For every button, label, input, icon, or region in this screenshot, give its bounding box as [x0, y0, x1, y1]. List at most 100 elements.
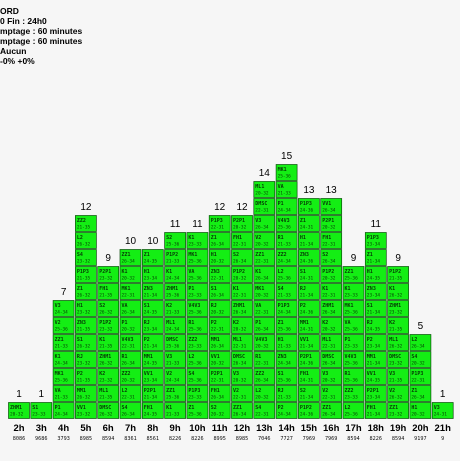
- block-time-label: 26-34: [255, 378, 269, 384]
- bar-block: [186, 317, 209, 334]
- block-time-label: 20-32: [255, 395, 269, 401]
- bar-count-label: 12: [80, 202, 92, 213]
- block-code-label: FH1: [233, 235, 242, 241]
- block-time-label: 24-31: [434, 412, 448, 418]
- bar-block: [320, 402, 343, 419]
- block-time-label: 22-31: [255, 208, 269, 214]
- block-code-label: VV1: [211, 354, 220, 360]
- block-time-label: 23-33: [345, 344, 359, 350]
- block-time-label: 26-32: [389, 293, 403, 299]
- block-time-label: 25-36: [188, 259, 202, 265]
- block-code-label: V4V3: [255, 337, 267, 343]
- block-code-label: K1: [389, 286, 395, 292]
- block-time-label: 26-34: [411, 395, 425, 401]
- block-time-label: 21-35: [77, 225, 91, 231]
- bar-block: [141, 351, 164, 368]
- block-time-label: 26-34: [122, 259, 136, 265]
- block-code-label: ZZ1: [233, 405, 242, 411]
- bar-block: [141, 385, 164, 402]
- bar-block: [30, 402, 53, 419]
- hour-tick-label: 6h: [103, 423, 114, 434]
- bar-count-label: 14: [259, 168, 271, 179]
- block-time-label: 26-34: [322, 259, 336, 265]
- bar-block: [141, 402, 164, 419]
- info-line: Aucun: [0, 46, 27, 56]
- bar-block: [275, 317, 298, 334]
- block-code-label: P1P3: [77, 269, 89, 275]
- block-code-label: MM1: [300, 320, 309, 326]
- bar-block: [253, 198, 276, 215]
- block-code-label: P2: [300, 303, 306, 309]
- block-time-label: 23-33: [345, 293, 359, 299]
- block-code-label: ZZ2: [278, 252, 287, 258]
- bar-block: [275, 249, 298, 266]
- block-time-label: 26-34: [211, 344, 225, 350]
- percent-label: 8594: [347, 436, 360, 442]
- block-time-label: 20-32: [122, 327, 136, 333]
- block-time-label: 20-32: [122, 378, 136, 384]
- bar-block: [75, 232, 97, 249]
- block-code-label: ZZ2: [77, 218, 86, 224]
- block-code-label: ZN3: [278, 354, 287, 360]
- bar-block: [97, 351, 120, 368]
- hour-tick-label: 8h: [147, 423, 158, 434]
- block-code-label: V2: [166, 371, 172, 377]
- bar-block: [298, 249, 320, 266]
- block-code-label: RJ: [144, 320, 150, 326]
- block-time-label: 20-32: [255, 242, 269, 248]
- bar-block: [52, 317, 75, 334]
- block-code-label: ML1: [322, 337, 331, 343]
- bar-block: [141, 283, 164, 300]
- bar-count-label: 15: [281, 151, 293, 162]
- block-time-label: 22-31: [322, 293, 336, 299]
- block-time-label: 26-32: [77, 395, 91, 401]
- bar-block: [186, 300, 209, 317]
- bar-block: [231, 385, 253, 402]
- block-time-label: 22-31: [255, 361, 269, 367]
- hour-tick-label: 14h: [278, 423, 295, 434]
- bar-block: [387, 368, 409, 385]
- percent-label: 8561: [147, 436, 160, 442]
- percent-label: 9: [441, 436, 444, 442]
- bar-block: [119, 334, 142, 351]
- block-code-label: K2: [99, 371, 105, 377]
- bar-block: [275, 300, 298, 317]
- block-time-label: 21-34: [367, 412, 381, 418]
- bar-block: [253, 215, 276, 232]
- bar-block: [298, 283, 320, 300]
- bar-block: [253, 300, 276, 317]
- bar-block: [409, 351, 432, 368]
- block-code-label: S2: [166, 235, 172, 241]
- bar-block: [186, 351, 209, 368]
- bar-block: [8, 402, 30, 419]
- bar-block: [387, 351, 409, 368]
- bar-block: [208, 385, 231, 402]
- block-time-label: 26-34: [255, 225, 269, 231]
- block-code-label: L2: [255, 388, 261, 394]
- bar-block: [364, 283, 387, 300]
- info-text-block: ORD 0 Fin : 24h0 mptage : 60 minutes mpt…: [0, 6, 82, 66]
- block-code-label: R1: [122, 354, 128, 360]
- block-time-label: 25-36: [278, 174, 292, 180]
- block-code-label: VA: [122, 303, 128, 309]
- block-time-label: 21-35: [77, 378, 91, 384]
- bar-block: [298, 317, 320, 334]
- block-time-label: 26-34: [211, 242, 225, 248]
- block-code-label: VV1: [322, 201, 331, 207]
- block-code-label: L2: [411, 337, 417, 343]
- block-code-label: P1P2: [300, 405, 312, 411]
- block-time-label: 23-34: [367, 395, 381, 401]
- bar-block: [119, 266, 142, 283]
- block-time-label: 23-32: [99, 378, 113, 384]
- block-code-label: S1: [278, 371, 284, 377]
- bar-block: [298, 232, 320, 249]
- bar-block: [320, 351, 343, 368]
- block-time-label: 20-32: [211, 412, 225, 418]
- block-code-label: P2P1: [322, 218, 334, 224]
- block-time-label: 22-31: [322, 242, 336, 248]
- block-time-label: 25-36: [188, 378, 202, 384]
- bar-block: [231, 215, 253, 232]
- block-time-label: 25-36: [188, 327, 202, 333]
- block-time-label: 20-32: [255, 293, 269, 299]
- bar-block: [97, 385, 120, 402]
